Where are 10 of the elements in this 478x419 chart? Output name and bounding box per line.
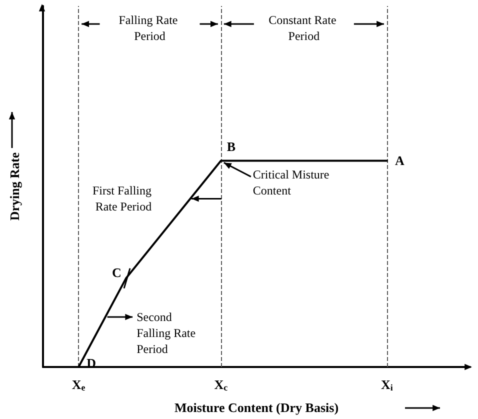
annotation: B — [226, 139, 236, 154]
x-axis-title: Moisture Content (Dry Basis) — [174, 400, 339, 415]
annotation: Critical Misture Content — [252, 168, 332, 198]
text: Falling Rate Period — [118, 13, 181, 43]
y-axis-title: Drying Rate — [7, 152, 22, 221]
annotation: First Falling Rate Period — [92, 184, 154, 214]
text: Constant Rate Period — [268, 13, 340, 43]
annotation: A — [394, 153, 405, 168]
annotation: C — [112, 264, 122, 280]
annotation: Second Falling Rate Period — [136, 310, 199, 356]
